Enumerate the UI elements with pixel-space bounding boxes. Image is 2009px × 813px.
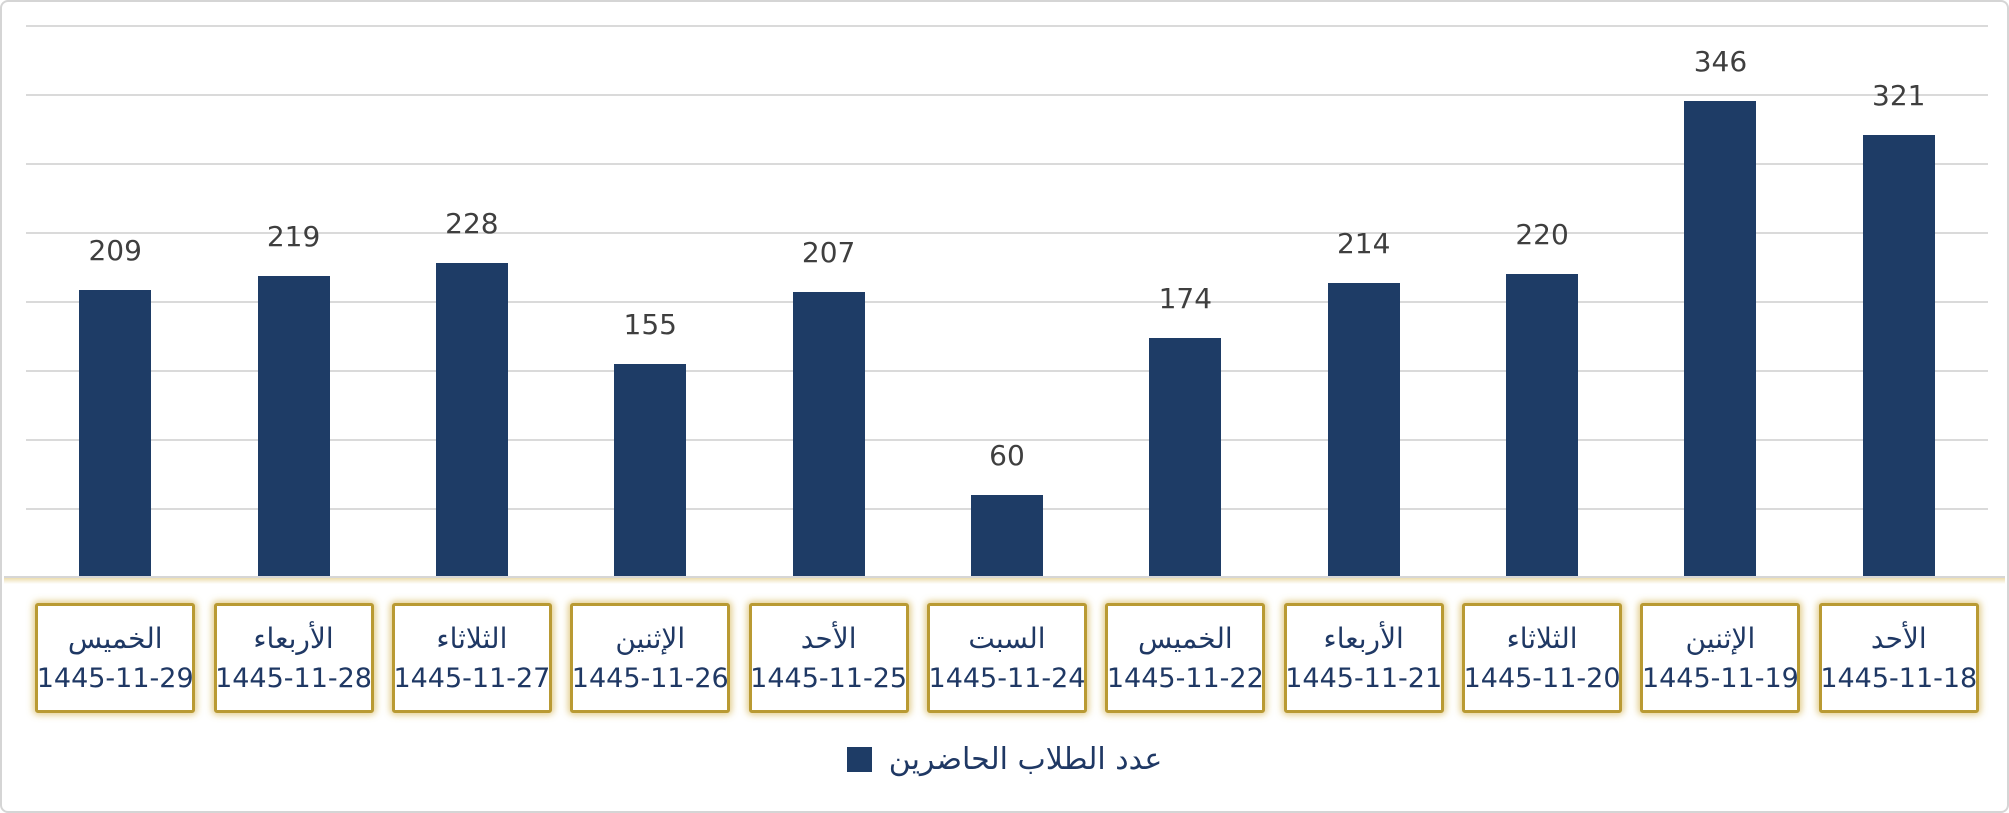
category-date: 1445-11-29: [36, 662, 194, 694]
bar-value-label: 209: [88, 233, 142, 267]
category-axis: الخميس 1445-11-29 الأربعاء 1445-11-28 الثلاث…: [26, 603, 1988, 713]
bar-1445-11-21[interactable]: [1327, 282, 1400, 578]
bar-1445-11-18[interactable]: [1862, 135, 1935, 578]
category-day-name: الأحد: [1870, 621, 1927, 655]
category-slot-7: الأربعاء 1445-11-21: [1275, 603, 1453, 713]
bar-column-6: 174: [1096, 2, 1274, 578]
category-date: 1445-11-26: [571, 662, 729, 694]
gridline-200: [26, 301, 1988, 303]
category-date: 1445-11-25: [750, 662, 908, 694]
category-slot-8: الثلاثاء 1445-11-20: [1453, 603, 1631, 713]
bar-1445-11-28[interactable]: [257, 275, 330, 578]
category-date: 1445-11-22: [1106, 662, 1264, 694]
category-slot-1: الأربعاء 1445-11-28: [204, 603, 382, 713]
bar-value-label: 174: [1158, 281, 1213, 315]
bar-value-label: 207: [801, 236, 856, 270]
category-slot-6: الخميس 1445-11-22: [1096, 603, 1274, 713]
bar-value-label: 228: [445, 207, 499, 241]
category-label-box-1445-11-21: الأربعاء 1445-11-21: [1283, 603, 1444, 713]
bar-column-1: 219: [204, 2, 382, 578]
x-axis-glow: [4, 578, 2005, 584]
bar-1445-11-29[interactable]: [79, 289, 152, 578]
gridline-100: [26, 439, 1988, 441]
bar-1445-11-25[interactable]: [792, 292, 865, 578]
bar-column-8: 220: [1453, 2, 1631, 578]
category-date: 1445-11-28: [215, 662, 372, 694]
category-label-box-1445-11-26: الإثنين 1445-11-26: [570, 603, 731, 713]
gridline-250: [26, 232, 1988, 234]
category-slot-2: الثلاثاء 1445-11-27: [383, 603, 561, 713]
category-label-box-1445-11-27: الثلاثاء 1445-11-27: [391, 603, 552, 713]
bar-column-5: 60: [918, 2, 1096, 578]
category-slot-10: الأحد 1445-11-18: [1810, 603, 1988, 713]
bar-1445-11-24[interactable]: [970, 495, 1043, 578]
legend: عدد الطلاب الحاضرين: [2, 742, 2007, 777]
category-date: 1445-11-20: [1463, 662, 1621, 694]
bar-column-7: 214: [1275, 2, 1453, 578]
category-label-box-1445-11-20: الثلاثاء 1445-11-20: [1462, 603, 1623, 713]
plot-area: 209 219 228 155 207 60 174 214 220 346 321: [26, 2, 1988, 578]
bar-value-label: 220: [1515, 218, 1569, 252]
bar-column-2: 228: [383, 2, 561, 578]
category-day-name: الأربعاء: [1323, 621, 1404, 655]
bar-1445-11-22[interactable]: [1149, 337, 1222, 578]
category-label-box-1445-11-25: الأحد 1445-11-25: [748, 603, 909, 713]
bar-column-3: 155: [561, 2, 739, 578]
category-label-box-1445-11-19: الإثنين 1445-11-19: [1640, 603, 1801, 713]
bar-column-9: 346: [1631, 2, 1809, 578]
gridline-150: [26, 370, 1988, 372]
category-label-box-1445-11-28: الأربعاء 1445-11-28: [213, 603, 374, 713]
gridline-300: [26, 163, 1988, 165]
gridline-400: [26, 25, 1988, 27]
category-slot-3: الإثنين 1445-11-26: [561, 603, 739, 713]
gridline-350: [26, 94, 1988, 96]
category-day-name: الخميس: [1137, 621, 1233, 655]
category-label-box-1445-11-24: السبت 1445-11-24: [926, 603, 1087, 713]
legend-item-present-students[interactable]: عدد الطلاب الحاضرين: [846, 742, 1163, 777]
category-slot-4: الأحد 1445-11-25: [739, 603, 917, 713]
category-date: 1445-11-19: [1641, 662, 1799, 694]
category-day-name: السبت: [968, 621, 1046, 655]
category-slot-0: الخميس 1445-11-29: [26, 603, 204, 713]
category-label-box-1445-11-29: الخميس 1445-11-29: [35, 603, 196, 713]
bar-column-10: 321: [1810, 2, 1988, 578]
bar-1445-11-26[interactable]: [614, 364, 687, 578]
legend-label: عدد الطلاب الحاضرين: [888, 742, 1163, 777]
category-day-name: الأربعاء: [253, 621, 334, 655]
category-day-name: الإثنين: [615, 621, 686, 655]
legend-square-icon: [846, 747, 872, 772]
bar-value-label: 219: [266, 219, 321, 253]
bar-value-label: 214: [1336, 226, 1391, 260]
bar-value-label: 321: [1872, 79, 1926, 113]
category-slot-9: الإثنين 1445-11-19: [1631, 603, 1809, 713]
bar-column-4: 207: [739, 2, 917, 578]
category-day-name: الثلاثاء: [436, 621, 508, 655]
bar-value-label: 155: [623, 308, 677, 342]
category-date: 1445-11-18: [1820, 662, 1978, 694]
bar-value-label: 60: [989, 439, 1025, 473]
category-date: 1445-11-24: [928, 662, 1086, 694]
category-date: 1445-11-27: [393, 662, 551, 694]
bar-value-label: 346: [1693, 44, 1748, 78]
category-date: 1445-11-21: [1285, 662, 1443, 694]
bar-1445-11-27[interactable]: [435, 263, 508, 578]
category-day-name: الخميس: [67, 621, 163, 655]
category-day-name: الثلاثاء: [1506, 621, 1578, 655]
bar-1445-11-19[interactable]: [1684, 100, 1757, 578]
bar-column-0: 209: [26, 2, 204, 578]
category-label-box-1445-11-22: الخميس 1445-11-22: [1105, 603, 1266, 713]
category-day-name: الإثنين: [1685, 621, 1756, 655]
bar-1445-11-20[interactable]: [1506, 274, 1579, 578]
x-axis-line: [4, 576, 2005, 578]
category-label-box-1445-11-18: الأحد 1445-11-18: [1818, 603, 1979, 713]
category-day-name: الأحد: [800, 621, 857, 655]
bars-layer: 209 219 228 155 207 60 174 214 220 346 321: [26, 2, 1988, 578]
category-slot-5: السبت 1445-11-24: [918, 603, 1096, 713]
